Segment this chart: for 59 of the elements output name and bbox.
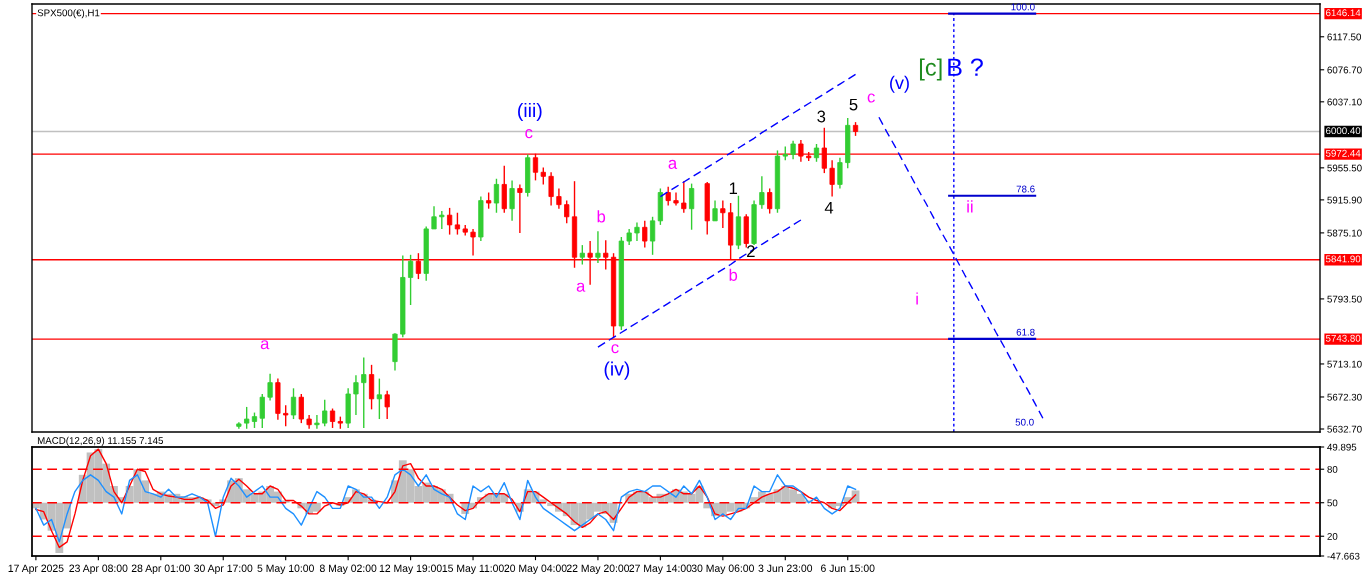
x-tick-label: 22 May 20:00 (566, 564, 630, 575)
y-tick-label: 5632.70 (1327, 425, 1362, 433)
annotation: [c] (919, 58, 942, 81)
annotation: (iii) (518, 102, 542, 122)
annotation: a (260, 340, 270, 350)
y-tick-label: 6076.70 (1327, 66, 1362, 74)
y-tick-label: 5793.50 (1327, 295, 1362, 303)
x-tick-label: 28 Apr 01:00 (131, 564, 190, 575)
chart-title: MACD(12,26,9) 11.155 7.145 (37, 436, 164, 446)
x-tick-label: 30 May 06:00 (691, 564, 754, 575)
ref-line-label: 6146.14 (1326, 9, 1361, 17)
annotation: ii (967, 200, 973, 213)
annotation: c (525, 129, 533, 139)
y-tick-label: -47.663 (1327, 552, 1360, 560)
y-tick-label: 5955.50 (1327, 164, 1362, 172)
x-tick-label: 30 Apr 17:00 (194, 564, 253, 575)
y-tick-label: 5713.10 (1327, 360, 1362, 368)
annotation: a (668, 159, 678, 169)
y2-tick-label: 50 (1327, 499, 1338, 507)
x-tick-label: 3 Jun 23:00 (758, 564, 813, 572)
x-tick-label: 15 May 11:00 (442, 564, 504, 575)
annotation: B ? (948, 58, 983, 76)
y2-tick-label: 20 (1327, 532, 1338, 540)
ref-line-label: 6000.40 (1326, 127, 1361, 135)
annotation: 5 (849, 98, 858, 111)
annotation: b (597, 210, 606, 223)
series-label: 78.6 (1016, 185, 1035, 193)
x-tick-label: 27 May 14:00 (629, 564, 692, 575)
annotation: 3 (817, 110, 826, 123)
annotation: a (576, 282, 586, 292)
x-tick-label: 6 Jun 15:00 (821, 564, 875, 572)
annotation: (v) (890, 75, 909, 93)
y-tick-label: 6037.10 (1327, 98, 1362, 106)
annotation: 1 (729, 182, 738, 195)
y-tick-label: 5672.30 (1327, 393, 1362, 401)
y-tick-label: 49.895 (1327, 443, 1357, 451)
annotation: c (611, 344, 619, 354)
chart-title: SPX500(€),H1 (37, 9, 100, 19)
annotation: (iv) (604, 361, 630, 380)
x-tick-label: 20 May 04:00 (504, 564, 567, 575)
annotation: b (729, 268, 738, 281)
series-label: 61.8 (1016, 328, 1035, 336)
y-tick-label: 5875.10 (1327, 229, 1362, 237)
x-tick-label: 12 May 19:00 (379, 564, 442, 575)
annotation: 4 (824, 201, 834, 214)
x-tick-label: 5 May 10:00 (257, 564, 314, 575)
x-tick-label: 17 Apr 2025 (8, 564, 64, 575)
series-label: 100.0 (1011, 3, 1035, 11)
ref-line-label: 5841.90 (1325, 255, 1361, 263)
annotation: 50.0 (1015, 418, 1034, 426)
ref-line-label: 5972.44 (1325, 149, 1361, 157)
y-tick-label: 5915.90 (1327, 196, 1362, 204)
annotation: i (916, 292, 918, 305)
x-tick-label: 23 Apr 08:00 (69, 564, 128, 575)
annotation: c (867, 93, 875, 103)
y2-tick-label: 80 (1327, 465, 1338, 473)
ref-line-label: 5743.80 (1325, 334, 1361, 342)
y-tick-label: 6117.50 (1327, 33, 1361, 41)
x-tick-label: 8 May 02:00 (319, 564, 377, 575)
